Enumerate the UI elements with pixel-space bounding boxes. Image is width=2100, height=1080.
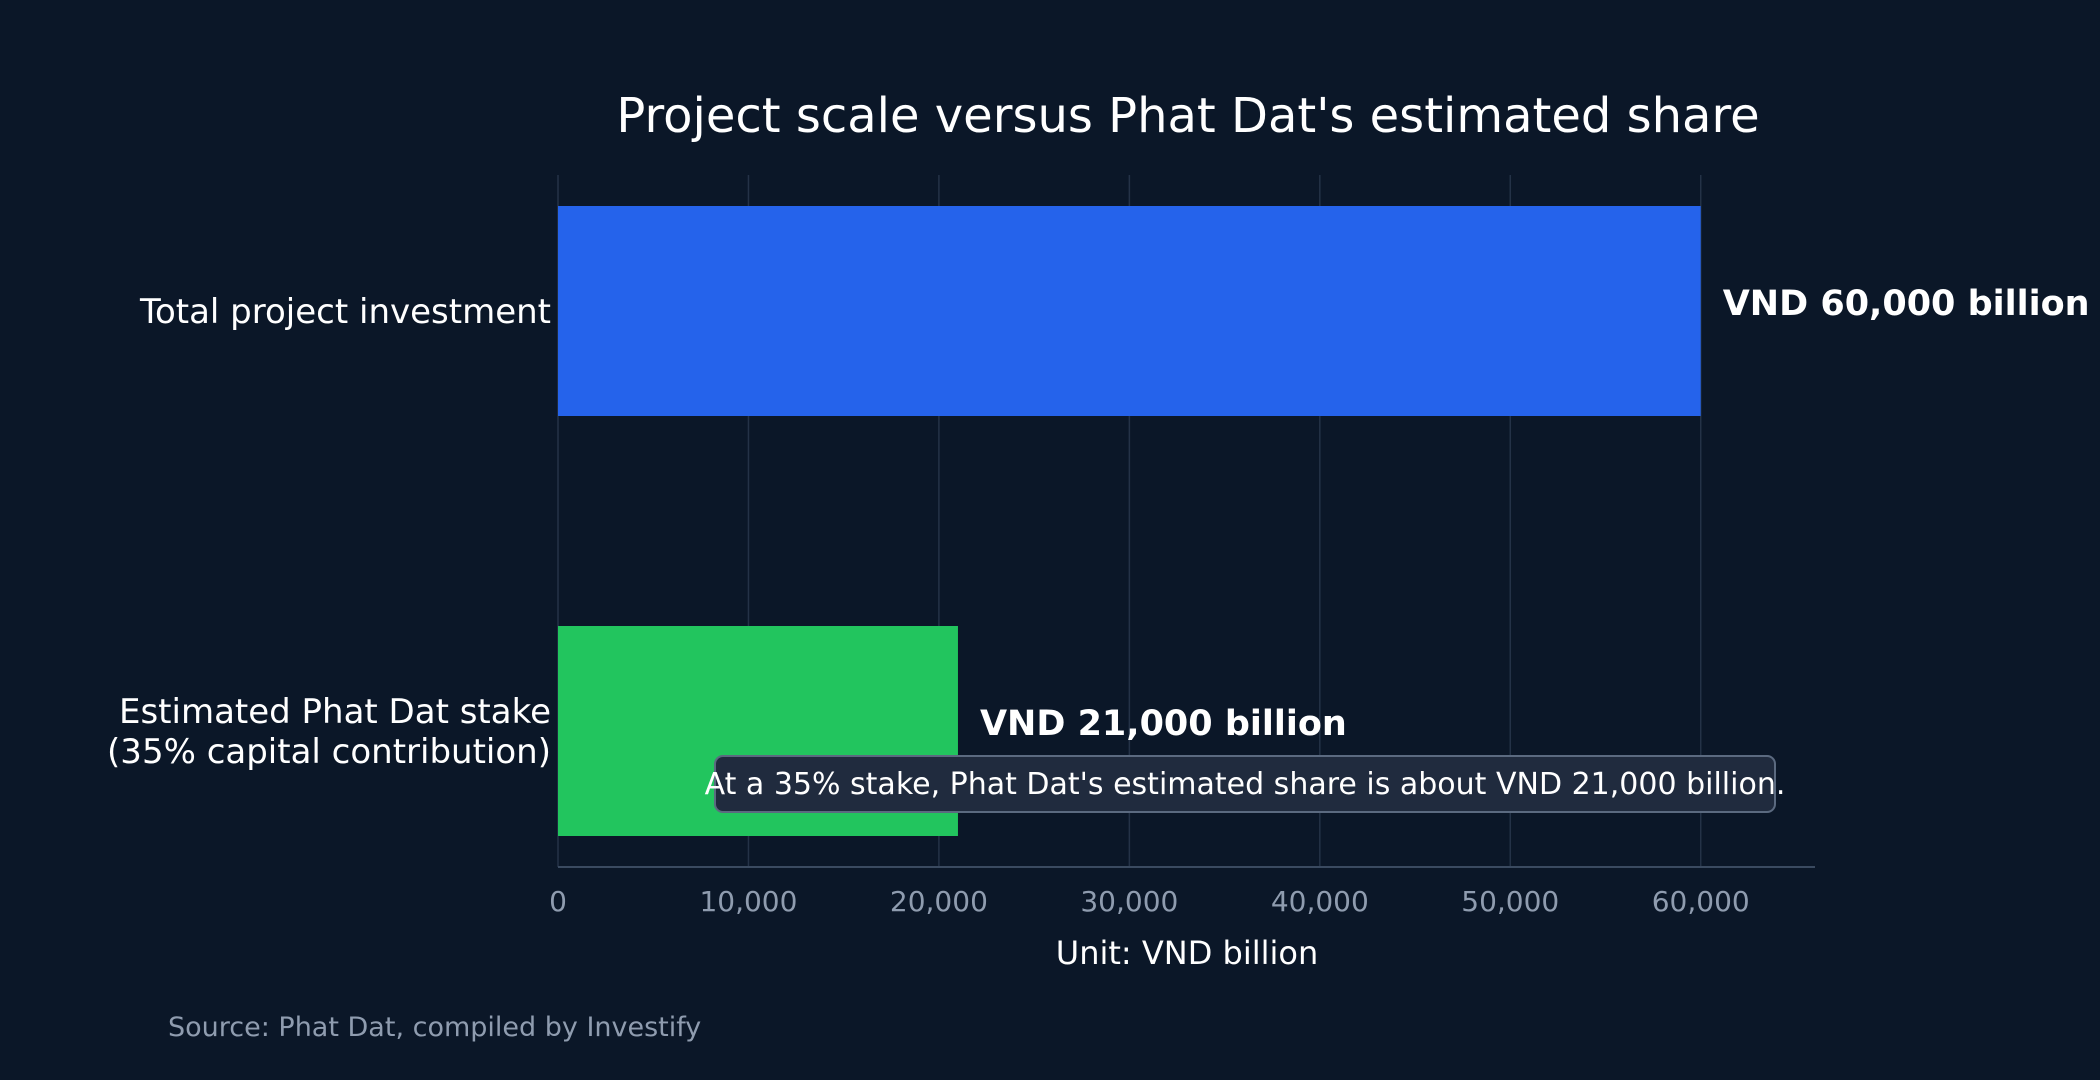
category-labels: Total project investment Estimated Phat D… xyxy=(107,292,551,772)
chart-title: Project scale versus Phat Dat's estimate… xyxy=(616,88,1759,144)
data-label: VND 60,000 billion xyxy=(1723,284,2090,324)
bar xyxy=(558,206,1701,416)
annotation-box xyxy=(714,755,1776,813)
x-tick-label: 0 xyxy=(549,885,567,918)
x-tick-label: 30,000 xyxy=(1080,885,1178,918)
annotation: At a 35% stake, Phat Dat's estimated sha… xyxy=(705,755,1786,813)
x-tick-label: 40,000 xyxy=(1271,885,1369,918)
x-tick-label: 20,000 xyxy=(890,885,988,918)
category-label: Total project investment xyxy=(139,292,551,332)
data-labels: VND 60,000 billion VND 21,000 billion xyxy=(980,284,2090,744)
x-tick-label: 10,000 xyxy=(699,885,797,918)
annotation-text: At a 35% stake, Phat Dat's estimated sha… xyxy=(705,767,1786,802)
category-label: Estimated Phat Dat stake (35% capital con… xyxy=(107,692,551,772)
x-tick-label: 50,000 xyxy=(1461,885,1559,918)
data-label: VND 21,000 billion xyxy=(980,704,1347,744)
x-axis-label: Unit: VND billion xyxy=(1056,934,1318,972)
x-axis-ticks: 0 10,000 20,000 30,000 40,000 50,000 60,000 xyxy=(549,885,1750,918)
source-note: Source: Phat Dat, compiled by Investify xyxy=(168,1012,701,1043)
x-tick-label: 60,000 xyxy=(1652,885,1750,918)
